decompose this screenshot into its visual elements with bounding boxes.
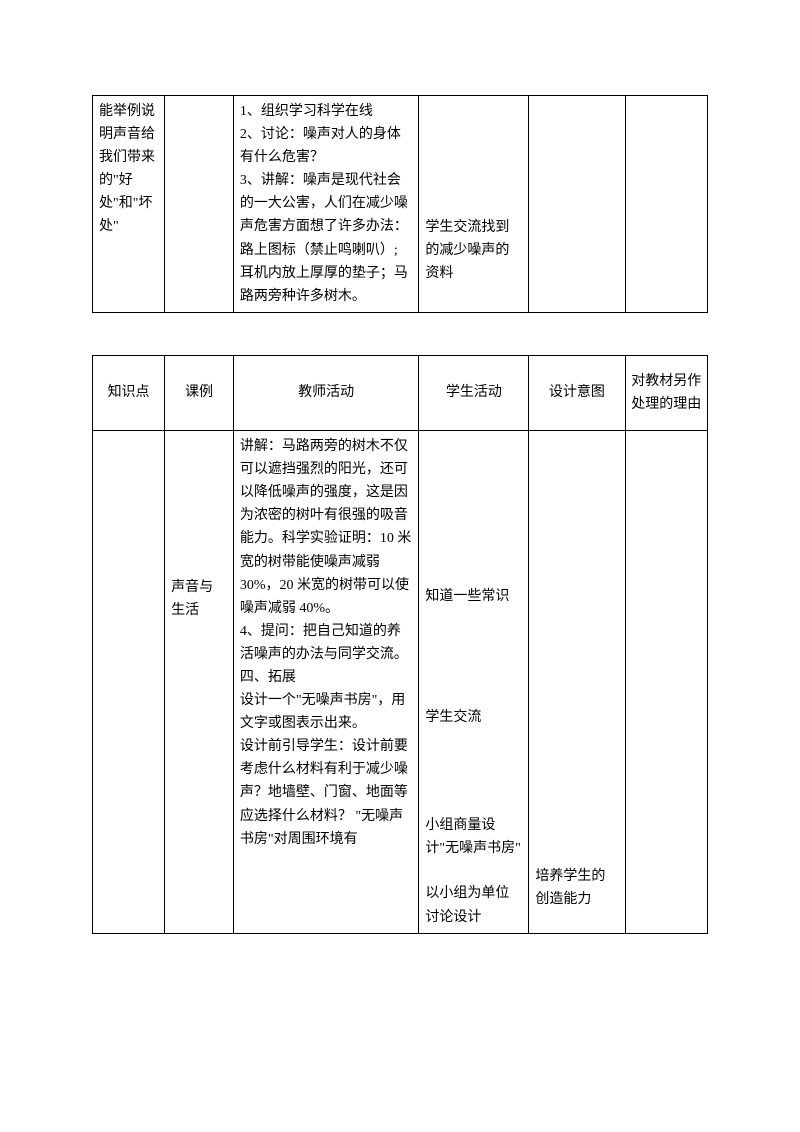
header-intent: 设计意图 [529,355,625,430]
table-row: 能举例说明声音给我们带来的"好处"和"坏处" 1、组织学习科学在线 2、讨论：噪… [93,96,708,313]
header-student: 学生活动 [419,355,529,430]
cell-knowledge [93,431,165,934]
cell-reason [625,431,707,934]
cell-example: 声音与生活 [165,431,234,934]
header-reason: 对教材另作处理的理由 [625,355,707,430]
table-row: 声音与生活 讲解：马路两旁的树木不仅可以遮挡强烈的阳光，还可以降低噪声的强度，这… [93,431,708,934]
cell-intent: 培养学生的创造能力 [529,431,625,934]
header-teacher: 教师活动 [233,355,419,430]
cell-knowledge: 能举例说明声音给我们带来的"好处"和"坏处" [93,96,165,313]
cell-student: 学生交流找到的减少噪声的资料 [419,96,529,313]
cell-teacher: 1、组织学习科学在线 2、讨论：噪声对人的身体有什么危害？ 3、讲解：噪声是现代… [233,96,419,313]
cell-student: 知道一些常识 学生交流 小组商量设计"无噪声书房" 以小组为单位讨论设计 [419,431,529,934]
cell-reason [625,96,707,313]
table-header-row: 知识点 课例 教师活动 学生活动 设计意图 对教材另作处理的理由 [93,355,708,430]
lesson-plan-table-1: 能举例说明声音给我们带来的"好处"和"坏处" 1、组织学习科学在线 2、讨论：噪… [92,95,708,313]
cell-teacher: 讲解：马路两旁的树木不仅可以遮挡强烈的阳光，还可以降低噪声的强度，这是因为浓密的… [233,431,419,934]
lesson-plan-table-2: 知识点 课例 教师活动 学生活动 设计意图 对教材另作处理的理由 声音与生活 讲… [92,355,708,934]
header-knowledge: 知识点 [93,355,165,430]
header-example: 课例 [165,355,234,430]
cell-example [165,96,234,313]
cell-intent [529,96,625,313]
